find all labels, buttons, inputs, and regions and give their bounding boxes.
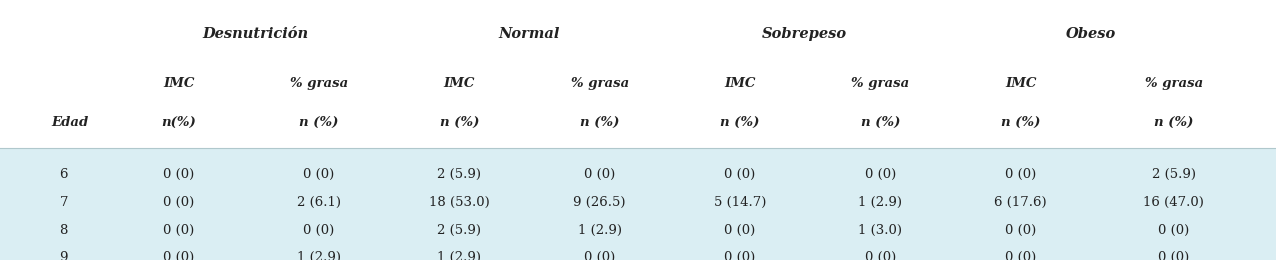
Text: 5 (14.7): 5 (14.7): [713, 196, 767, 209]
Text: 16 (47.0): 16 (47.0): [1143, 196, 1205, 209]
Text: Sobrepeso: Sobrepeso: [762, 27, 846, 41]
Text: 8: 8: [60, 224, 68, 237]
Text: Edad: Edad: [51, 116, 88, 129]
Text: 0 (0): 0 (0): [304, 168, 334, 181]
Text: n (%): n (%): [861, 116, 900, 129]
Text: % grasa: % grasa: [851, 77, 910, 90]
Text: 1 (2.9): 1 (2.9): [438, 251, 481, 260]
Text: 9 (26.5): 9 (26.5): [573, 196, 627, 209]
Text: 0 (0): 0 (0): [163, 168, 194, 181]
Text: % grasa: % grasa: [1145, 77, 1203, 90]
Text: IMC: IMC: [163, 77, 194, 90]
Text: 2 (5.9): 2 (5.9): [1152, 168, 1196, 181]
Text: 0 (0): 0 (0): [1005, 224, 1036, 237]
Text: 0 (0): 0 (0): [584, 168, 615, 181]
Text: 2 (6.1): 2 (6.1): [297, 196, 341, 209]
Text: 0 (0): 0 (0): [1005, 251, 1036, 260]
Text: n (%): n (%): [1155, 116, 1193, 129]
Text: % grasa: % grasa: [570, 77, 629, 90]
Text: 2 (5.9): 2 (5.9): [438, 168, 481, 181]
Text: IMC: IMC: [725, 77, 755, 90]
Text: 0 (0): 0 (0): [163, 224, 194, 237]
Text: Desnutrición: Desnutrición: [202, 27, 309, 41]
Text: 0 (0): 0 (0): [163, 251, 194, 260]
Text: 0 (0): 0 (0): [725, 168, 755, 181]
Text: 0 (0): 0 (0): [725, 224, 755, 237]
Text: n(%): n(%): [161, 116, 197, 129]
Text: Obeso: Obeso: [1065, 27, 1116, 41]
Text: 1 (2.9): 1 (2.9): [578, 224, 621, 237]
Bar: [0, 148, 1276, 260]
Text: 0 (0): 0 (0): [584, 251, 615, 260]
Text: 6: 6: [60, 168, 68, 181]
Text: 1 (2.9): 1 (2.9): [297, 251, 341, 260]
Text: 6 (17.6): 6 (17.6): [994, 196, 1048, 209]
Text: 9: 9: [60, 251, 68, 260]
Text: n (%): n (%): [581, 116, 619, 129]
Text: 18 (53.0): 18 (53.0): [429, 196, 490, 209]
Text: n (%): n (%): [721, 116, 759, 129]
Text: 1 (2.9): 1 (2.9): [859, 196, 902, 209]
Text: 0 (0): 0 (0): [725, 251, 755, 260]
Text: 0 (0): 0 (0): [1159, 251, 1189, 260]
Text: 7: 7: [60, 196, 68, 209]
Text: 0 (0): 0 (0): [865, 251, 896, 260]
Text: 0 (0): 0 (0): [163, 196, 194, 209]
Text: IMC: IMC: [1005, 77, 1036, 90]
Text: n (%): n (%): [1002, 116, 1040, 129]
Text: 0 (0): 0 (0): [1159, 224, 1189, 237]
Text: 1 (3.0): 1 (3.0): [859, 224, 902, 237]
Text: IMC: IMC: [444, 77, 475, 90]
Text: n (%): n (%): [300, 116, 338, 129]
Text: 0 (0): 0 (0): [865, 168, 896, 181]
Text: n (%): n (%): [440, 116, 478, 129]
Text: Normal: Normal: [499, 27, 560, 41]
Text: 0 (0): 0 (0): [1005, 168, 1036, 181]
Text: 2 (5.9): 2 (5.9): [438, 224, 481, 237]
Text: 0 (0): 0 (0): [304, 224, 334, 237]
Text: % grasa: % grasa: [290, 77, 348, 90]
